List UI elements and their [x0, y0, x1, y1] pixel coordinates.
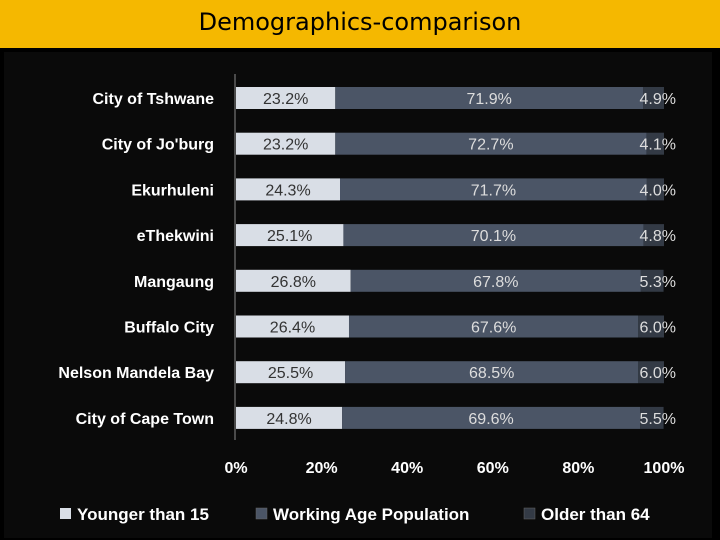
data-label: 5.5% — [640, 411, 676, 428]
bar-segment-1 — [236, 87, 336, 109]
bar-segment-2 — [335, 87, 644, 109]
bar-segment-2 — [340, 178, 647, 201]
bar-segment-2 — [348, 315, 639, 338]
legend-label: Working Age Population — [273, 505, 469, 524]
bar-segment-3 — [640, 406, 664, 429]
data-label: 4.0% — [640, 182, 676, 199]
category-label: Nelson Mandela Bay — [58, 365, 214, 382]
bar-segment-3 — [643, 87, 664, 109]
data-label: 67.8% — [473, 274, 518, 291]
legend-swatch — [60, 508, 71, 519]
data-label: 72.7% — [468, 137, 513, 154]
data-label: 23.2% — [263, 91, 308, 108]
data-label: 5.3% — [640, 274, 676, 291]
data-label: 24.3% — [265, 182, 310, 199]
bar-segment-1 — [236, 406, 343, 429]
bar-segment-3 — [638, 315, 664, 338]
data-label: 4.8% — [640, 228, 676, 245]
x-tick-label: 0% — [224, 460, 247, 477]
data-label: 71.9% — [466, 91, 511, 108]
legend-label: Younger than 15 — [77, 505, 209, 524]
category-label: City of Jo'burg — [102, 137, 214, 154]
bar-segment-3 — [646, 132, 664, 155]
bar-segment-2 — [342, 406, 641, 429]
bar-segment-1 — [236, 132, 336, 155]
category-label: Ekurhuleni — [131, 182, 214, 199]
category-label: City of Cape Town — [76, 411, 214, 428]
bar-segment-3 — [643, 224, 664, 247]
legend-swatch — [255, 507, 268, 520]
data-label: 68.5% — [469, 365, 514, 382]
category-label: eThekwini — [137, 228, 214, 245]
page-title: Demographics-comparison — [198, 8, 522, 36]
data-label: 6.0% — [640, 320, 676, 337]
bar-segment-2 — [350, 269, 641, 292]
bar-segment-1 — [236, 224, 344, 247]
bar-segment-3 — [640, 269, 664, 292]
data-label: 26.4% — [270, 320, 315, 337]
category-label: City of Tshwane — [93, 91, 215, 108]
data-label: 26.8% — [271, 274, 316, 291]
legend-swatch — [523, 507, 536, 520]
bar-segment-3 — [646, 178, 664, 201]
bar-segment-3 — [638, 361, 664, 384]
data-label: 71.7% — [471, 182, 516, 199]
legend-label: Older than 64 — [541, 505, 650, 524]
title-bar: Demographics-comparison — [0, 0, 720, 48]
bar-segment-1 — [236, 315, 349, 338]
data-label: 24.8% — [266, 411, 311, 428]
category-label: Buffalo City — [124, 320, 214, 337]
bar-segment-2 — [335, 132, 647, 155]
bar-segment-1 — [236, 178, 341, 201]
bar-segment-2 — [345, 361, 639, 384]
data-label: 23.2% — [263, 137, 308, 154]
bar-segment-1 — [236, 361, 346, 384]
data-label: 6.0% — [640, 365, 676, 382]
bar-segment-2 — [343, 224, 644, 247]
data-label: 67.6% — [471, 320, 516, 337]
data-label: 4.9% — [640, 91, 676, 108]
x-tick-label: 60% — [477, 460, 509, 477]
x-tick-label: 100% — [644, 460, 685, 477]
bar-segment-1 — [236, 269, 351, 292]
data-label: 25.5% — [268, 365, 313, 382]
x-tick-label: 80% — [562, 460, 594, 477]
data-label: 25.1% — [267, 228, 312, 245]
data-label: 69.6% — [468, 411, 513, 428]
data-label: 4.1% — [640, 137, 676, 154]
x-tick-label: 40% — [391, 460, 423, 477]
data-label: 70.1% — [471, 228, 516, 245]
x-tick-label: 20% — [306, 460, 338, 477]
category-label: Mangaung — [134, 274, 214, 291]
